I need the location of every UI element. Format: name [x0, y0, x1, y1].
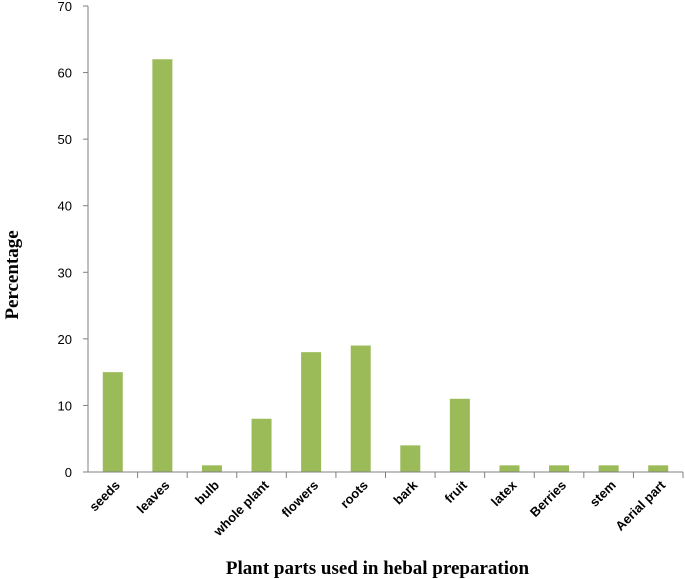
- bar-bark: [400, 445, 421, 472]
- x-tick-label: stem: [587, 478, 619, 510]
- bar-stem: [598, 465, 619, 472]
- x-tick-label: leaves: [134, 478, 173, 517]
- bar-whole-plant: [251, 418, 272, 472]
- bars-group: [102, 59, 669, 472]
- bar-leaves: [152, 59, 173, 472]
- bar-roots: [350, 345, 371, 472]
- x-tick-label: fruit: [442, 477, 471, 506]
- x-tick-label: bulb: [192, 477, 222, 507]
- bar-fruit: [449, 398, 470, 472]
- bar-seeds: [102, 372, 123, 472]
- x-tick-label: bark: [390, 477, 421, 508]
- y-tick-label: 10: [58, 398, 72, 413]
- bar-berries: [549, 465, 570, 472]
- y-tick-label: 50: [58, 132, 72, 147]
- y-ticks-group: 0 10 20 30 40 50 60 70: [58, 0, 88, 480]
- x-tick-label: Aerial part: [612, 477, 669, 534]
- y-tick-label: 20: [58, 332, 72, 347]
- y-tick-label: 30: [58, 265, 72, 280]
- y-tick-label: 60: [58, 66, 72, 81]
- bar-bulb: [201, 465, 222, 472]
- y-tick-label: 0: [65, 465, 72, 480]
- x-tick-label: seeds: [86, 478, 123, 515]
- bar-flowers: [301, 352, 322, 472]
- y-tick-label: 40: [58, 199, 72, 214]
- x-tick-label: flowers: [278, 478, 321, 521]
- bar-latex: [499, 465, 520, 472]
- x-tick-label: roots: [337, 478, 371, 512]
- x-tick-label: Berries: [527, 478, 569, 520]
- y-tick-label: 70: [58, 0, 72, 14]
- bar-aerial-part: [648, 465, 669, 472]
- y-axis-title: Percentage: [2, 230, 23, 319]
- x-tick-label: latex: [488, 477, 520, 509]
- x-axis-title: Plant parts used in hebal preparation: [226, 558, 530, 579]
